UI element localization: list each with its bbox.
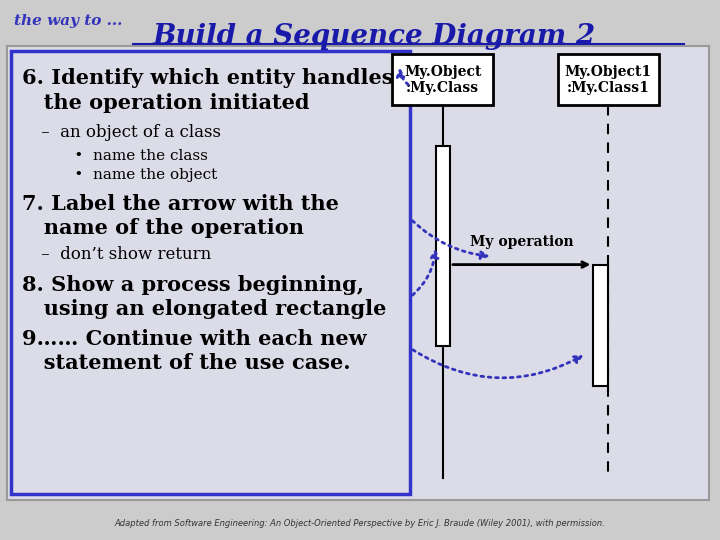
Text: the operation initiated: the operation initiated xyxy=(22,92,309,113)
FancyArrowPatch shape xyxy=(413,221,487,259)
Text: Build a Sequence Diagram 2: Build a Sequence Diagram 2 xyxy=(153,23,596,50)
Text: •  name the object: • name the object xyxy=(50,168,217,183)
FancyArrowPatch shape xyxy=(413,350,581,378)
FancyArrowPatch shape xyxy=(413,252,438,295)
Text: •  name the class: • name the class xyxy=(50,148,208,163)
Text: –  an object of a class: – an object of a class xyxy=(36,124,221,141)
FancyBboxPatch shape xyxy=(593,265,608,386)
Text: 6. Identify which entity handles: 6. Identify which entity handles xyxy=(22,68,393,89)
Text: My.Object
:My.Class: My.Object :My.Class xyxy=(404,65,482,94)
Text: name of the operation: name of the operation xyxy=(22,218,304,238)
FancyBboxPatch shape xyxy=(7,46,709,500)
Text: 8. Show a process beginning,: 8. Show a process beginning, xyxy=(22,275,364,295)
Text: 9…… Continue with each new: 9…… Continue with each new xyxy=(22,329,366,349)
Text: –  don’t show return: – don’t show return xyxy=(36,246,211,264)
Text: the way to ...: the way to ... xyxy=(14,14,123,28)
FancyBboxPatch shape xyxy=(11,51,410,494)
Text: 7. Label the arrow with the: 7. Label the arrow with the xyxy=(22,194,338,214)
FancyBboxPatch shape xyxy=(558,54,659,105)
Text: My.Object1
:My.Class1: My.Object1 :My.Class1 xyxy=(564,65,652,94)
Text: My operation: My operation xyxy=(470,235,573,249)
FancyBboxPatch shape xyxy=(436,146,450,346)
FancyBboxPatch shape xyxy=(392,54,493,105)
Text: Adapted from Software Engineering: An Object-Oriented Perspective by Eric J. Bra: Adapted from Software Engineering: An Ob… xyxy=(114,519,606,528)
FancyArrowPatch shape xyxy=(397,71,408,85)
Text: statement of the use case.: statement of the use case. xyxy=(22,353,350,373)
Text: using an elongated rectangle: using an elongated rectangle xyxy=(22,299,386,319)
